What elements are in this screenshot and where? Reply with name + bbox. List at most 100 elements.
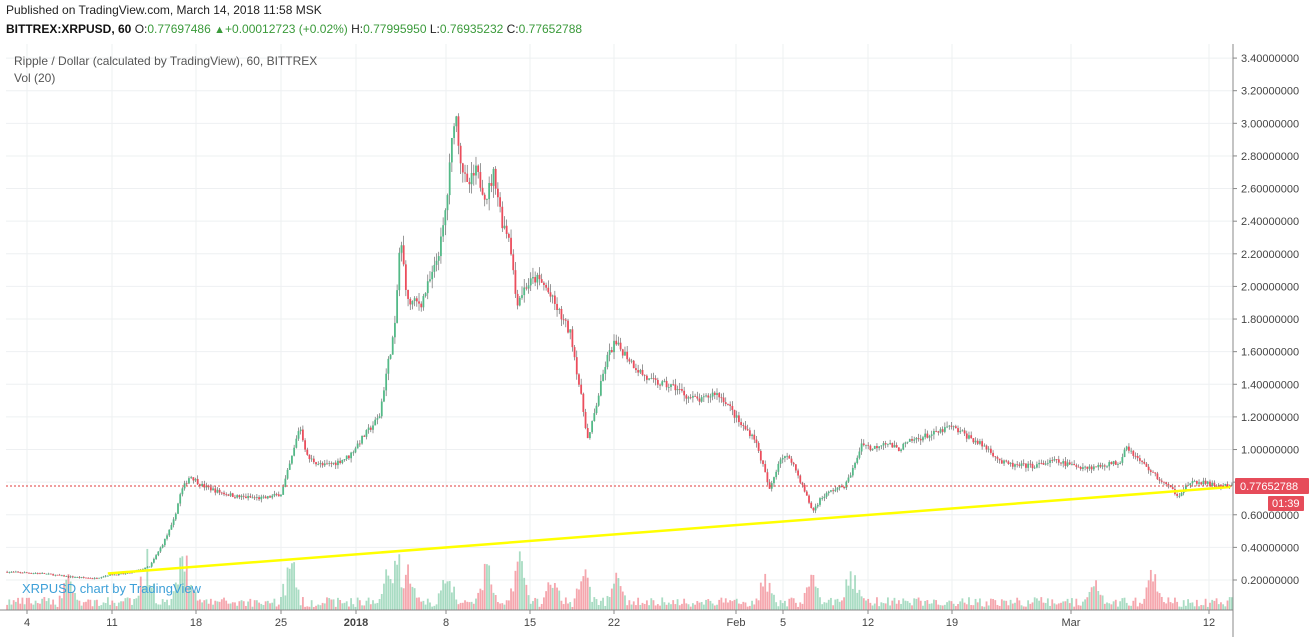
volume-bar [369,604,372,610]
volume-bar [989,598,992,610]
volume-bar [1092,586,1095,610]
volume-bar [429,602,431,610]
volume-bar [1141,603,1143,610]
candle-down [199,484,201,486]
candle-up [887,443,889,445]
candle-down [409,298,412,305]
volume-bar [836,598,839,610]
candle-up [630,360,633,362]
candle-up [271,495,274,498]
volume-bar [718,599,721,610]
volume-bar [865,600,867,610]
candle-down [1195,481,1198,484]
candle-down [755,439,758,444]
volume-bar [735,598,738,610]
volume-bar [115,606,118,610]
candle-up [865,444,867,446]
volume-bar [746,606,749,610]
open-value: 0.77697486 [147,22,211,36]
candle-down [1040,462,1043,464]
candle-up [979,441,981,444]
volume-bar [249,598,252,610]
volume-bar [656,604,659,610]
candle-up [120,573,122,575]
volume-bar [1077,605,1080,610]
volume-bar [983,606,986,610]
candle-down [626,351,629,360]
candle-down [685,395,688,399]
candle-down [556,303,558,310]
volume-bar [770,593,773,610]
symbol-label: BITTREX:XRPUSD, 60 [6,22,132,36]
candle-down [790,458,793,463]
volume-bar [538,606,541,610]
y-tick-label: 1.60000000 [1241,347,1299,359]
candle-up [606,354,609,368]
candle-up [735,415,738,418]
candle-up [148,566,151,568]
candle-down [659,384,661,386]
volume-bar [109,604,111,610]
candle-down [985,445,988,450]
candle-up [247,495,250,499]
volume-bar [543,597,545,610]
volume-bar [420,601,423,610]
volume-bar [448,581,451,610]
volume-bar [345,601,348,610]
volume-bar [650,598,653,610]
candle-up [880,445,883,447]
candle-down [348,455,350,459]
candle-up [569,329,572,333]
volume-bar [98,605,101,610]
volume-bar [157,604,160,610]
volume-bar [1057,603,1060,610]
volume-bar [950,601,953,610]
volume-bar [902,598,905,610]
candle-up [286,469,289,479]
candle-down [1011,462,1014,467]
volume-bar [1086,597,1089,610]
candle-up [177,503,179,514]
candle-down [39,573,41,575]
candle-up [345,455,348,460]
candle-down [223,492,225,495]
volume-bar [389,579,392,610]
volume-bar [1174,597,1176,610]
candle-down [742,424,745,426]
candle-up [845,481,848,489]
volume-bar [521,561,523,610]
candle-up [1108,462,1111,467]
candle-up [374,419,377,426]
candle-down [797,470,799,476]
candle-up [900,449,902,452]
volume-bar [1130,605,1133,610]
candle-up [291,455,293,464]
volume-bar [192,590,195,610]
candle-up [69,576,72,578]
volume-bar [876,597,878,610]
volume-bar [312,606,315,610]
volume-bar [227,603,230,610]
candle-up [1121,457,1124,463]
volume-bar [483,563,486,610]
volume-bar [450,592,453,610]
volume-bar [762,586,764,610]
volume-bar [1082,601,1084,610]
volume-bar [332,599,335,610]
time-axis[interactable]: 4 11 18 25 2018 8 15 22 Feb 5 12 19 Mar 12 [0,609,1233,629]
volume-bar [174,582,177,610]
candle-up [372,425,374,430]
price-axis[interactable]: 3.40000000 3.20000000 3.00000000 2.80000000… [1232,44,1309,637]
volume-bar [326,597,328,610]
volume-bars [6,548,1233,610]
candle-up [928,435,931,438]
candle-up [1003,460,1005,464]
volume-bar [619,586,622,610]
volume-bar [93,600,96,610]
candle-down [82,577,85,578]
volume-bar [1027,600,1030,610]
candle-down [499,197,501,207]
volume-bar [1215,598,1218,610]
volume-bar [492,592,495,610]
